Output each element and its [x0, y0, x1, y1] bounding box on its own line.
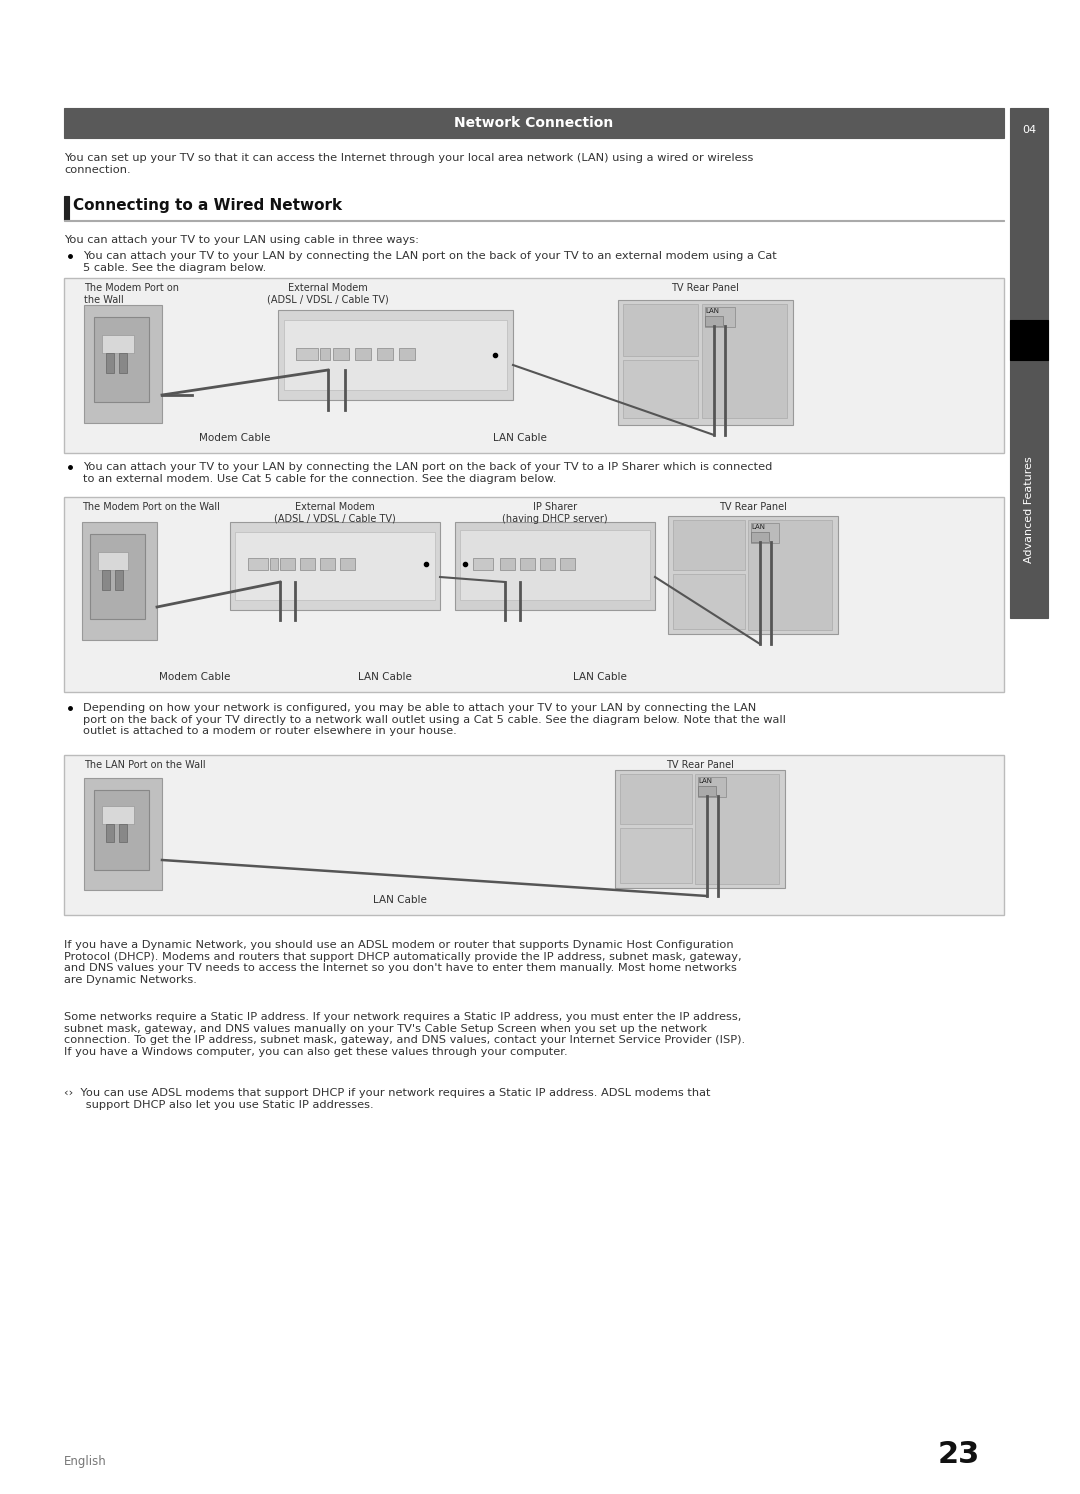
Text: IP Sharer
(having DHCP server): IP Sharer (having DHCP server)	[502, 502, 608, 523]
Bar	[114, 571, 123, 590]
Bar	[280, 557, 295, 571]
Bar	[702, 303, 787, 418]
Text: The LAN Port on the Wall: The LAN Port on the Wall	[84, 760, 205, 769]
Bar	[82, 521, 157, 639]
Bar	[106, 353, 114, 374]
Bar	[84, 305, 162, 423]
Bar	[698, 786, 716, 796]
Bar	[94, 317, 149, 402]
Bar	[102, 805, 134, 825]
Bar	[64, 108, 1004, 137]
Bar	[500, 557, 515, 571]
Bar	[64, 754, 1004, 914]
Text: Advanced Features: Advanced Features	[1024, 457, 1034, 563]
Bar	[705, 317, 723, 326]
Bar	[340, 557, 355, 571]
Bar	[615, 769, 785, 887]
Text: TV Rear Panel: TV Rear Panel	[719, 502, 787, 512]
Text: External Modem
(ADSL / VDSL / Cable TV): External Modem (ADSL / VDSL / Cable TV)	[274, 502, 396, 523]
Bar	[751, 532, 769, 542]
Text: Modem Cable: Modem Cable	[200, 433, 271, 444]
Bar	[696, 774, 779, 884]
Text: External Modem
(ADSL / VDSL / Cable TV): External Modem (ADSL / VDSL / Cable TV)	[267, 282, 389, 305]
Bar	[64, 498, 1004, 692]
Bar	[620, 774, 692, 825]
Bar	[284, 320, 507, 390]
Text: English: English	[64, 1455, 107, 1469]
Bar	[230, 521, 440, 610]
Text: 23: 23	[937, 1440, 980, 1469]
Bar	[270, 557, 278, 571]
Bar	[94, 790, 149, 870]
Bar	[519, 557, 535, 571]
Text: The Modem Port on the Wall: The Modem Port on the Wall	[82, 502, 220, 512]
Bar	[1010, 320, 1048, 360]
Bar	[278, 309, 513, 400]
Bar	[119, 825, 127, 843]
Bar	[248, 557, 268, 571]
Bar	[320, 348, 330, 360]
Bar	[618, 300, 793, 424]
Bar	[355, 348, 372, 360]
Bar	[673, 520, 745, 571]
Bar	[333, 348, 349, 360]
Text: LAN: LAN	[751, 524, 765, 530]
Bar	[455, 521, 654, 610]
Text: ‹›  You can use ADSL modems that support DHCP if your network requires a Static : ‹› You can use ADSL modems that support …	[64, 1088, 711, 1110]
Text: LAN Cable: LAN Cable	[573, 672, 626, 681]
Text: You can attach your TV to your LAN by connecting the LAN port on the back of you: You can attach your TV to your LAN by co…	[83, 251, 777, 272]
Bar	[540, 557, 555, 571]
Bar	[748, 520, 832, 630]
Text: Modem Cable: Modem Cable	[160, 672, 231, 681]
Bar	[64, 196, 69, 220]
Bar	[84, 778, 162, 890]
Bar	[102, 571, 110, 590]
Bar	[235, 532, 435, 601]
Text: LAN Cable: LAN Cable	[359, 672, 411, 681]
Text: If you have a Dynamic Network, you should use an ADSL modem or router that suppo: If you have a Dynamic Network, you shoul…	[64, 940, 742, 985]
Bar	[98, 551, 129, 571]
Text: You can attach your TV to your LAN using cable in three ways:: You can attach your TV to your LAN using…	[64, 235, 419, 245]
Text: Connecting to a Wired Network: Connecting to a Wired Network	[73, 199, 342, 214]
Bar	[64, 278, 1004, 453]
Text: LAN Cable: LAN Cable	[373, 895, 427, 905]
Text: You can attach your TV to your LAN by connecting the LAN port on the back of you: You can attach your TV to your LAN by co…	[83, 462, 772, 484]
Bar	[119, 353, 127, 374]
Bar	[320, 557, 335, 571]
Bar	[751, 523, 779, 542]
Text: TV Rear Panel: TV Rear Panel	[671, 282, 739, 293]
Bar	[698, 777, 726, 796]
Bar	[460, 530, 650, 601]
Bar	[705, 306, 735, 327]
Bar	[300, 557, 315, 571]
Bar	[620, 828, 692, 883]
Text: Network Connection: Network Connection	[455, 117, 613, 130]
Bar	[561, 557, 575, 571]
Bar	[623, 360, 698, 418]
Text: Depending on how your network is configured, you may be able to attach your TV t: Depending on how your network is configu…	[83, 704, 786, 737]
Text: You can set up your TV so that it can access the Internet through your local are: You can set up your TV so that it can ac…	[64, 152, 754, 175]
Text: LAN Cable: LAN Cable	[494, 433, 546, 444]
Text: Some networks require a Static IP address. If your network requires a Static IP : Some networks require a Static IP addres…	[64, 1011, 745, 1056]
Bar	[296, 348, 318, 360]
Bar	[377, 348, 393, 360]
Bar	[673, 574, 745, 629]
Bar	[399, 348, 415, 360]
Bar	[669, 515, 838, 633]
Bar	[90, 533, 145, 619]
Bar	[473, 557, 492, 571]
Text: 04: 04	[1022, 125, 1036, 134]
Text: TV Rear Panel: TV Rear Panel	[666, 760, 734, 769]
Bar	[623, 303, 698, 356]
Text: The Modem Port on
the Wall: The Modem Port on the Wall	[84, 282, 179, 305]
Text: LAN: LAN	[698, 778, 712, 784]
Bar	[106, 825, 114, 843]
Bar	[102, 335, 134, 353]
Text: LAN: LAN	[705, 308, 719, 314]
Bar	[1010, 108, 1048, 619]
